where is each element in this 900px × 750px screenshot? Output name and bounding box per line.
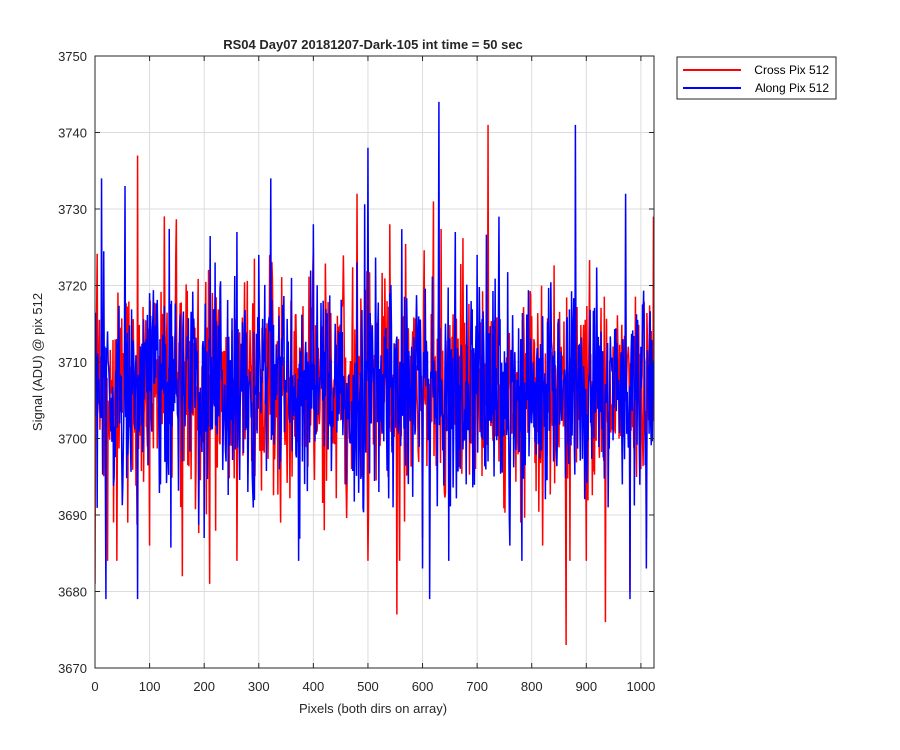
x-tick-label: 700	[466, 679, 488, 694]
y-tick-label: 3730	[58, 202, 87, 217]
y-tick-label: 3720	[58, 279, 87, 294]
x-axis-label: Pixels (both dirs on array)	[299, 701, 447, 716]
y-tick-label: 3690	[58, 508, 87, 523]
legend-entry-cross: Cross Pix 512	[754, 63, 829, 77]
y-tick-label: 3710	[58, 355, 87, 370]
series-along-line	[95, 101, 654, 600]
y-tick-label: 3750	[58, 49, 87, 64]
y-tick-label: 3700	[58, 432, 87, 447]
legend: Cross Pix 512 Along Pix 512	[676, 56, 837, 100]
y-tick-label: 3740	[58, 126, 87, 141]
x-tick-label: 600	[412, 679, 434, 694]
x-tick-label: 0	[91, 679, 98, 694]
chart-title: RS04 Day07 20181207-Dark-105 int time = …	[223, 37, 523, 52]
series-layer	[95, 101, 654, 646]
y-tick-label: 3680	[58, 585, 87, 600]
x-tick-label: 100	[139, 679, 161, 694]
plot-clip	[95, 101, 654, 646]
axis-ticks: 0 100 200 300 400 500 600 700 800 900 1000 3670 3680…	[58, 49, 655, 694]
x-tick-label: 900	[575, 679, 597, 694]
legend-entry-along: Along Pix 512	[755, 81, 829, 95]
x-tick-label: 300	[248, 679, 270, 694]
y-tick-label: 3670	[58, 661, 87, 676]
x-tick-label: 1000	[626, 679, 655, 694]
x-tick-label: 500	[357, 679, 379, 694]
x-tick-label: 200	[193, 679, 215, 694]
legend-box	[676, 56, 837, 100]
y-axis-label: Signal (ADU) @ pix 512	[30, 293, 45, 431]
x-tick-label: 800	[521, 679, 543, 694]
x-tick-label: 400	[303, 679, 325, 694]
